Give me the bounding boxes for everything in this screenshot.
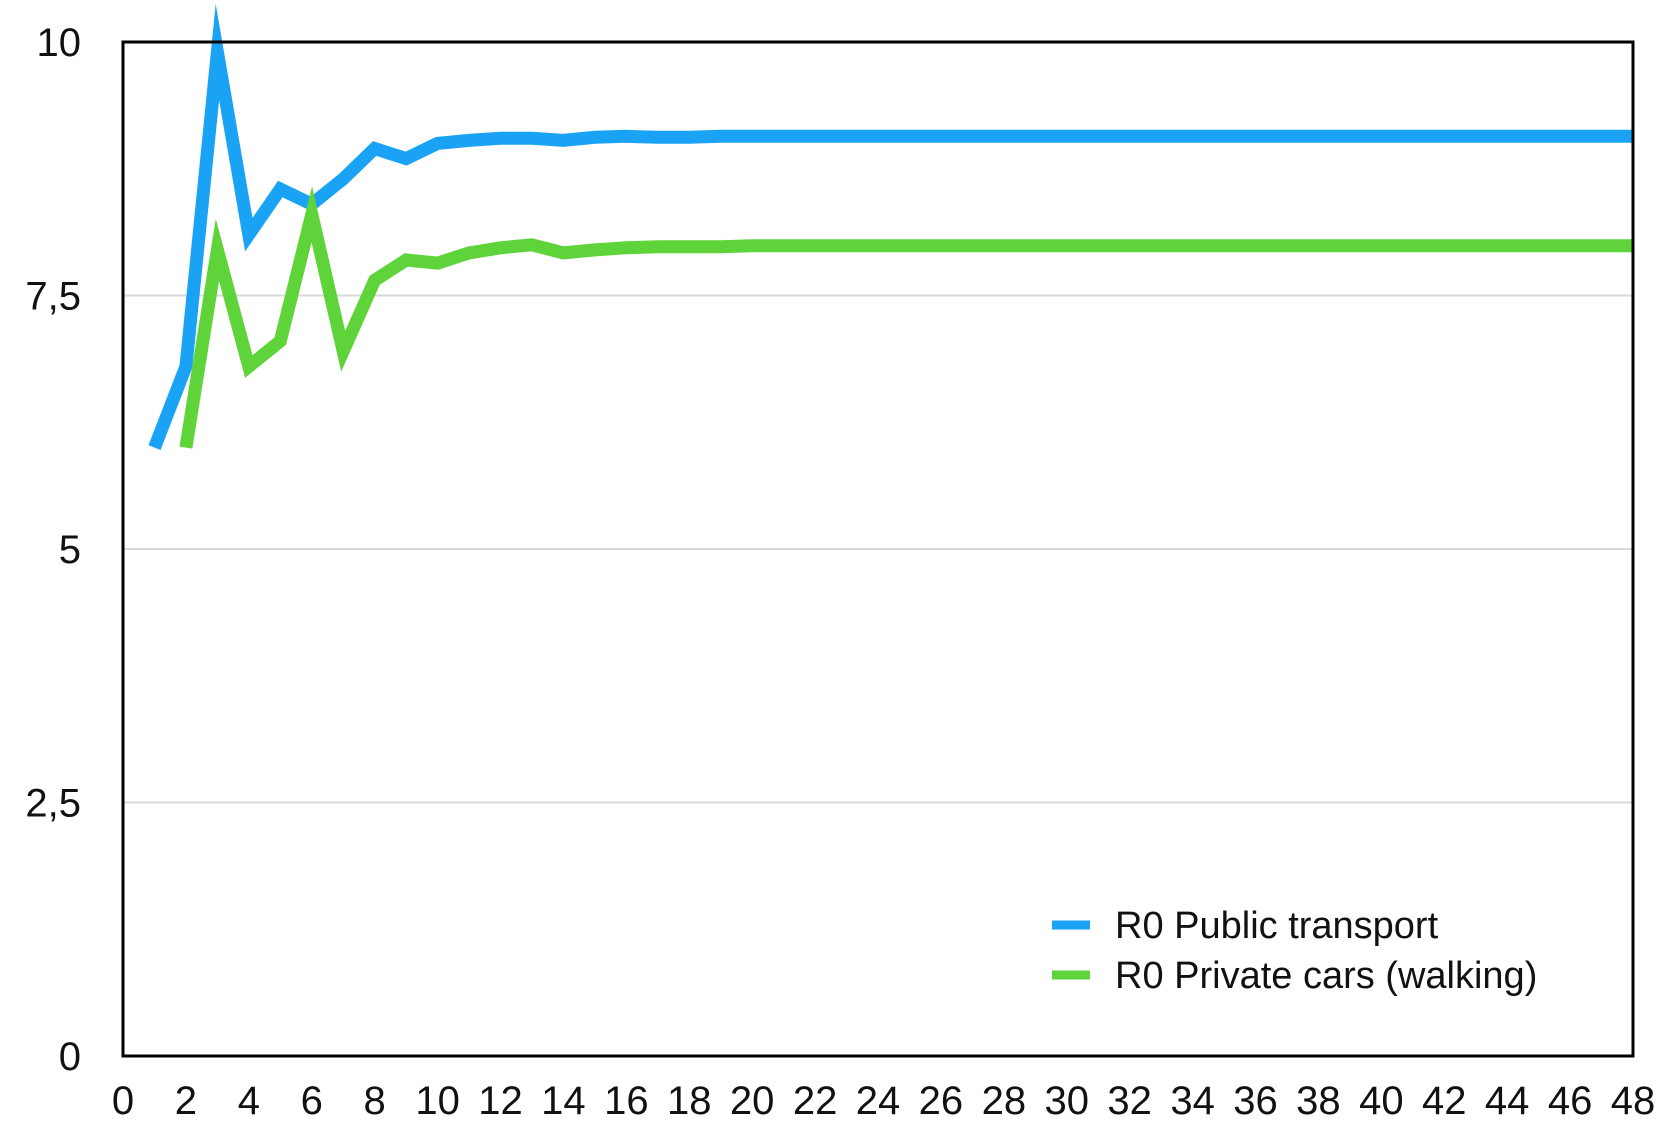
x-tick-label: 28 [982, 1079, 1027, 1123]
x-tick-label: 38 [1296, 1079, 1341, 1123]
x-tick-label: 26 [919, 1079, 964, 1123]
y-axis-ticks: 0 2,5 5 7,5 10 [25, 21, 81, 1079]
plot-area-frame [121, 40, 1635, 1058]
x-tick-label: 30 [1045, 1079, 1090, 1123]
x-tick-label: 10 [415, 1079, 460, 1123]
x-tick-label: 42 [1422, 1079, 1467, 1123]
legend-item-1: R0 Public transport [1052, 905, 1439, 947]
x-tick-label: 40 [1359, 1079, 1404, 1123]
y-tick-label: 10 [37, 21, 82, 65]
x-tick-label: 4 [238, 1079, 260, 1123]
x-tick-label: 44 [1485, 1079, 1530, 1123]
x-tick-label: 34 [1170, 1079, 1215, 1123]
x-tick-label: 22 [793, 1079, 838, 1123]
x-tick-label: 32 [1107, 1079, 1152, 1123]
x-tick-label: 36 [1233, 1079, 1278, 1123]
y-tick-label: 2,5 [25, 782, 81, 826]
series-line-2 [179, 186, 1633, 449]
x-tick-label: 14 [541, 1079, 586, 1123]
x-tick-label: 6 [301, 1079, 323, 1123]
legend-label: R0 Private cars (walking) [1115, 955, 1537, 997]
legend: R0 Public transport R0 Private cars (walk… [1052, 905, 1537, 997]
x-tick-label: 2 [175, 1079, 197, 1123]
x-axis-ticks: 0 2 4 6 8 10 12 14 16 18 20 22 24 26 28 30 32 34 36 38 40 42 4… [112, 1079, 1655, 1123]
legend-label: R0 Public transport [1115, 905, 1439, 947]
x-tick-label: 46 [1548, 1079, 1593, 1123]
series-2 [179, 186, 1633, 449]
x-tick-label: 0 [112, 1079, 134, 1123]
y-tick-label: 7,5 [25, 275, 81, 319]
series-1 [148, 3, 1633, 450]
y-tick-label: 0 [59, 1035, 81, 1079]
x-tick-label: 8 [364, 1079, 386, 1123]
y-tick-label: 5 [59, 528, 81, 572]
series-lines [148, 3, 1633, 450]
legend-item-2: R0 Private cars (walking) [1052, 955, 1537, 997]
x-tick-label: 12 [478, 1079, 523, 1123]
series-line-1 [148, 3, 1633, 450]
x-tick-label: 18 [667, 1079, 712, 1123]
x-tick-label: 20 [730, 1079, 775, 1123]
x-tick-label: 24 [856, 1079, 901, 1123]
x-tick-label: 48 [1611, 1079, 1656, 1123]
x-tick-label: 16 [604, 1079, 649, 1123]
